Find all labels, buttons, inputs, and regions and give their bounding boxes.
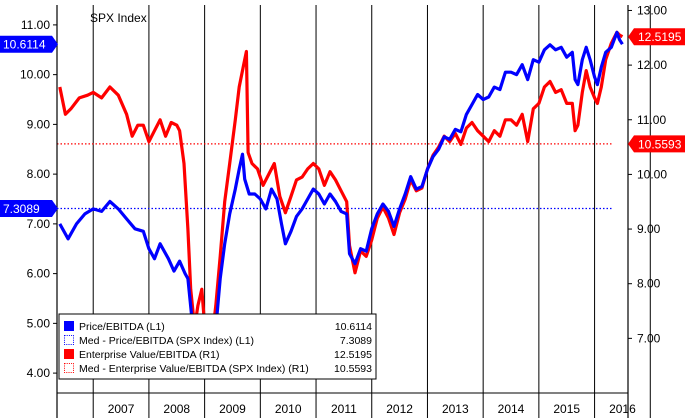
x-tick-label: 2013 [442, 402, 469, 416]
right-tick-label: 7.00 [637, 331, 661, 345]
right-axis: 7.00 8.00 9.00 10.00 11.00 12.00 13.00 [628, 3, 667, 345]
x-tick-label: 2012 [386, 402, 413, 416]
x-tick-label: 2009 [219, 402, 246, 416]
left-tick-label: 8.00 [27, 167, 51, 181]
legend-value: 7.3089 [340, 335, 372, 347]
median-ev-ebitda-tag-bg [628, 135, 685, 153]
legend-value: 10.6114 [335, 321, 372, 333]
x-tick-label: 2008 [163, 402, 190, 416]
x-axis: 2007 2008 2009 2010 2011 2012 2013 2014 2015 2016 [108, 402, 636, 416]
price-ebitda-tag-label: 10.6114 [3, 38, 46, 52]
left-tick-label: 5.00 [27, 316, 51, 330]
median-price-ebitda-tag-label: 7.3089 [3, 202, 40, 216]
ev-ebitda-tag-label: 12.5195 [638, 30, 682, 44]
legend-value: 12.5195 [334, 349, 372, 361]
year-dividers [92, 5, 651, 418]
plot-frame [56, 5, 629, 418]
median-ev-ebitda-tag-label: 10.5593 [638, 137, 682, 151]
legend-value: 10.5593 [334, 363, 372, 375]
median-price-ebitda-tag-bg [0, 200, 58, 218]
left-tick-label: 10.00 [20, 68, 50, 82]
x-tick-label: 2007 [108, 402, 135, 416]
legend-swatch [64, 335, 74, 345]
left-tick-label: 11.00 [21, 18, 50, 32]
price-ebitda-tag-bg [0, 35, 58, 53]
legend-swatch [64, 363, 74, 373]
legend-box [58, 313, 377, 380]
left-tick-label: 9.00 [27, 117, 51, 131]
legend-label: Price/EBITDA (L1) [79, 321, 165, 333]
legend-swatch [64, 349, 74, 359]
ev-ebitda-line [58, 30, 624, 340]
x-tick-label: 2010 [275, 402, 302, 416]
x-tick-label: 2011 [331, 402, 357, 416]
chart-title: SPX Index [90, 11, 147, 25]
legend-label: Med - Price/EBITDA (SPX Index) (L1) [79, 335, 254, 347]
left-axis: 4.00 5.00 6.00 7.00 8.00 9.00 10.00 11.00 [20, 18, 57, 380]
x-tick-label: 2015 [553, 402, 580, 416]
ev-ebitda-tag-bg [628, 28, 685, 46]
median-lines [57, 143, 612, 210]
x-tick-label: 2016 [609, 402, 636, 416]
value-tags: 10.6114 7.3089 12.5195 10.5593 [0, 28, 685, 218]
right-tick-label: 10.00 [637, 167, 667, 181]
legend: Price/EBITDA (L1) 10.6114 Med - Price/EBIT… [58, 313, 377, 380]
series-lines [58, 30, 624, 368]
left-tick-label: 6.00 [27, 267, 51, 281]
legend-label: Enterprise Value/EBITDA (R1) [79, 349, 219, 361]
x-tick-label: 2014 [498, 402, 525, 416]
right-tick-label: 8.00 [637, 277, 661, 291]
right-tick-label: 11.00 [637, 113, 666, 127]
legend-label: Med - Enterprise Value/EBITDA (SPX Index… [79, 363, 309, 375]
right-tick-label: 12.00 [637, 58, 667, 72]
legend-swatch [64, 321, 74, 331]
right-tick-label: 9.00 [637, 222, 661, 236]
price-ebitda-line [58, 30, 624, 368]
right-tick-label: 13.00 [637, 3, 667, 17]
left-tick-label: 7.00 [27, 217, 51, 231]
left-tick-label: 4.00 [27, 366, 51, 380]
